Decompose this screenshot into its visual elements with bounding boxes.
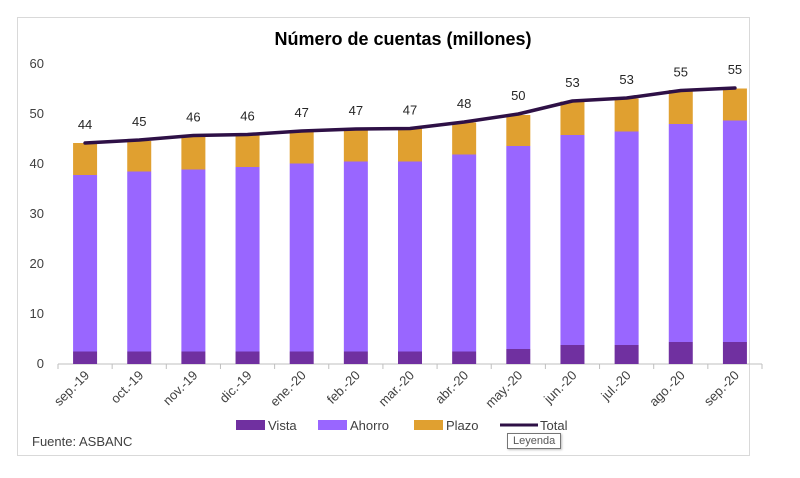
data-label: 55 — [728, 62, 742, 77]
bar-ahorro — [560, 135, 585, 345]
y-tick-label: 20 — [30, 256, 44, 271]
bar-ahorro — [398, 161, 422, 352]
bar-plazo — [181, 137, 206, 170]
bar-ahorro — [127, 171, 152, 352]
bar-plazo — [73, 143, 98, 175]
bar-plazo — [560, 101, 585, 135]
data-label: 50 — [511, 88, 525, 103]
y-tick-label: 60 — [30, 56, 44, 71]
data-label: 47 — [294, 105, 308, 120]
x-tick-label: sep.-20 — [701, 368, 742, 409]
bar-plazo — [235, 135, 260, 167]
bar-plazo — [127, 141, 152, 172]
legend-tooltip: Leyenda — [507, 433, 562, 449]
data-label-layer: 44 45 46 46 47 47 47 48 50 53 53 55 55 — [78, 62, 742, 132]
x-tick-label: mar.-20 — [375, 368, 417, 410]
data-label: 53 — [619, 72, 633, 87]
data-label: 47 — [349, 103, 363, 118]
data-label: 55 — [674, 65, 688, 80]
x-tick-label: ene.-20 — [267, 368, 309, 410]
bar-vista — [614, 345, 639, 364]
bar-ahorro — [668, 124, 693, 342]
bar-vista — [343, 351, 368, 364]
bar-ahorro — [614, 131, 639, 345]
x-tick-label: sep.-19 — [51, 368, 92, 409]
x-tick-label: feb.-20 — [324, 368, 363, 407]
total-line — [83, 86, 737, 145]
bar-vista — [668, 342, 693, 364]
line-layer — [83, 86, 737, 145]
legend-label-vista: Vista — [268, 418, 297, 433]
bar-plazo — [614, 98, 639, 132]
data-label: 48 — [457, 96, 471, 111]
bar-ahorro — [506, 146, 531, 349]
bar-plazo — [343, 129, 368, 162]
y-tick-label: 40 — [30, 156, 44, 171]
legend[interactable]: Vista Ahorro Plazo Total — [236, 418, 568, 433]
x-tick-label: may.-20 — [482, 368, 525, 411]
bar-ahorro — [289, 163, 314, 352]
bar-ahorro — [181, 169, 206, 352]
bar-plazo — [398, 128, 422, 162]
data-label: 47 — [403, 103, 417, 118]
bar-vista — [722, 342, 747, 364]
data-label: 44 — [78, 117, 92, 132]
bar-plazo — [722, 88, 747, 121]
x-tick-label: ago.-20 — [646, 368, 688, 410]
bar-vista — [235, 351, 260, 364]
x-tick-label: oct.-19 — [108, 368, 147, 407]
chart-title: Número de cuentas (millones) — [274, 29, 531, 49]
bar-vista — [73, 351, 98, 364]
legend-label-plazo: Plazo — [446, 418, 479, 433]
data-label: 46 — [240, 109, 254, 124]
bar-vista — [452, 351, 477, 364]
bar-vista — [506, 349, 531, 364]
legend-label-ahorro: Ahorro — [350, 418, 389, 433]
x-tick-label: jun.-20 — [540, 368, 579, 407]
data-label: 53 — [565, 75, 579, 90]
legend-label-total: Total — [540, 418, 568, 433]
bar-plazo — [506, 115, 531, 146]
x-tick-label: abr.-20 — [432, 368, 471, 407]
x-tick-label: jul.-20 — [597, 368, 633, 404]
bar-ahorro — [343, 161, 368, 352]
bar-plazo — [289, 132, 314, 164]
bar-plazo — [452, 122, 477, 155]
bar-vista — [181, 351, 206, 364]
bar-vista — [560, 345, 585, 364]
bar-ahorro — [235, 167, 260, 352]
y-tick-label: 0 — [37, 356, 44, 371]
legend-swatch-vista — [236, 420, 265, 430]
y-tick-label: 10 — [30, 306, 44, 321]
bar-ahorro — [452, 154, 477, 352]
bar-vista — [289, 351, 314, 364]
y-tick-label: 30 — [30, 206, 44, 221]
legend-swatch-ahorro — [318, 420, 347, 430]
data-label: 45 — [132, 114, 146, 129]
bar-ahorro — [73, 175, 98, 352]
source-note: Fuente: ASBANC — [32, 434, 132, 449]
legend-swatch-plazo — [414, 420, 443, 430]
bar-vista — [398, 351, 422, 364]
x-tick-label: dic.-19 — [216, 368, 254, 406]
bar-ahorro — [722, 120, 747, 342]
y-tick-label: 50 — [30, 106, 44, 121]
data-label: 46 — [186, 110, 200, 125]
x-tick-label: nov.-19 — [160, 368, 201, 409]
bar-vista — [127, 351, 152, 364]
bar-layer — [73, 88, 747, 364]
bar-plazo — [668, 90, 693, 124]
